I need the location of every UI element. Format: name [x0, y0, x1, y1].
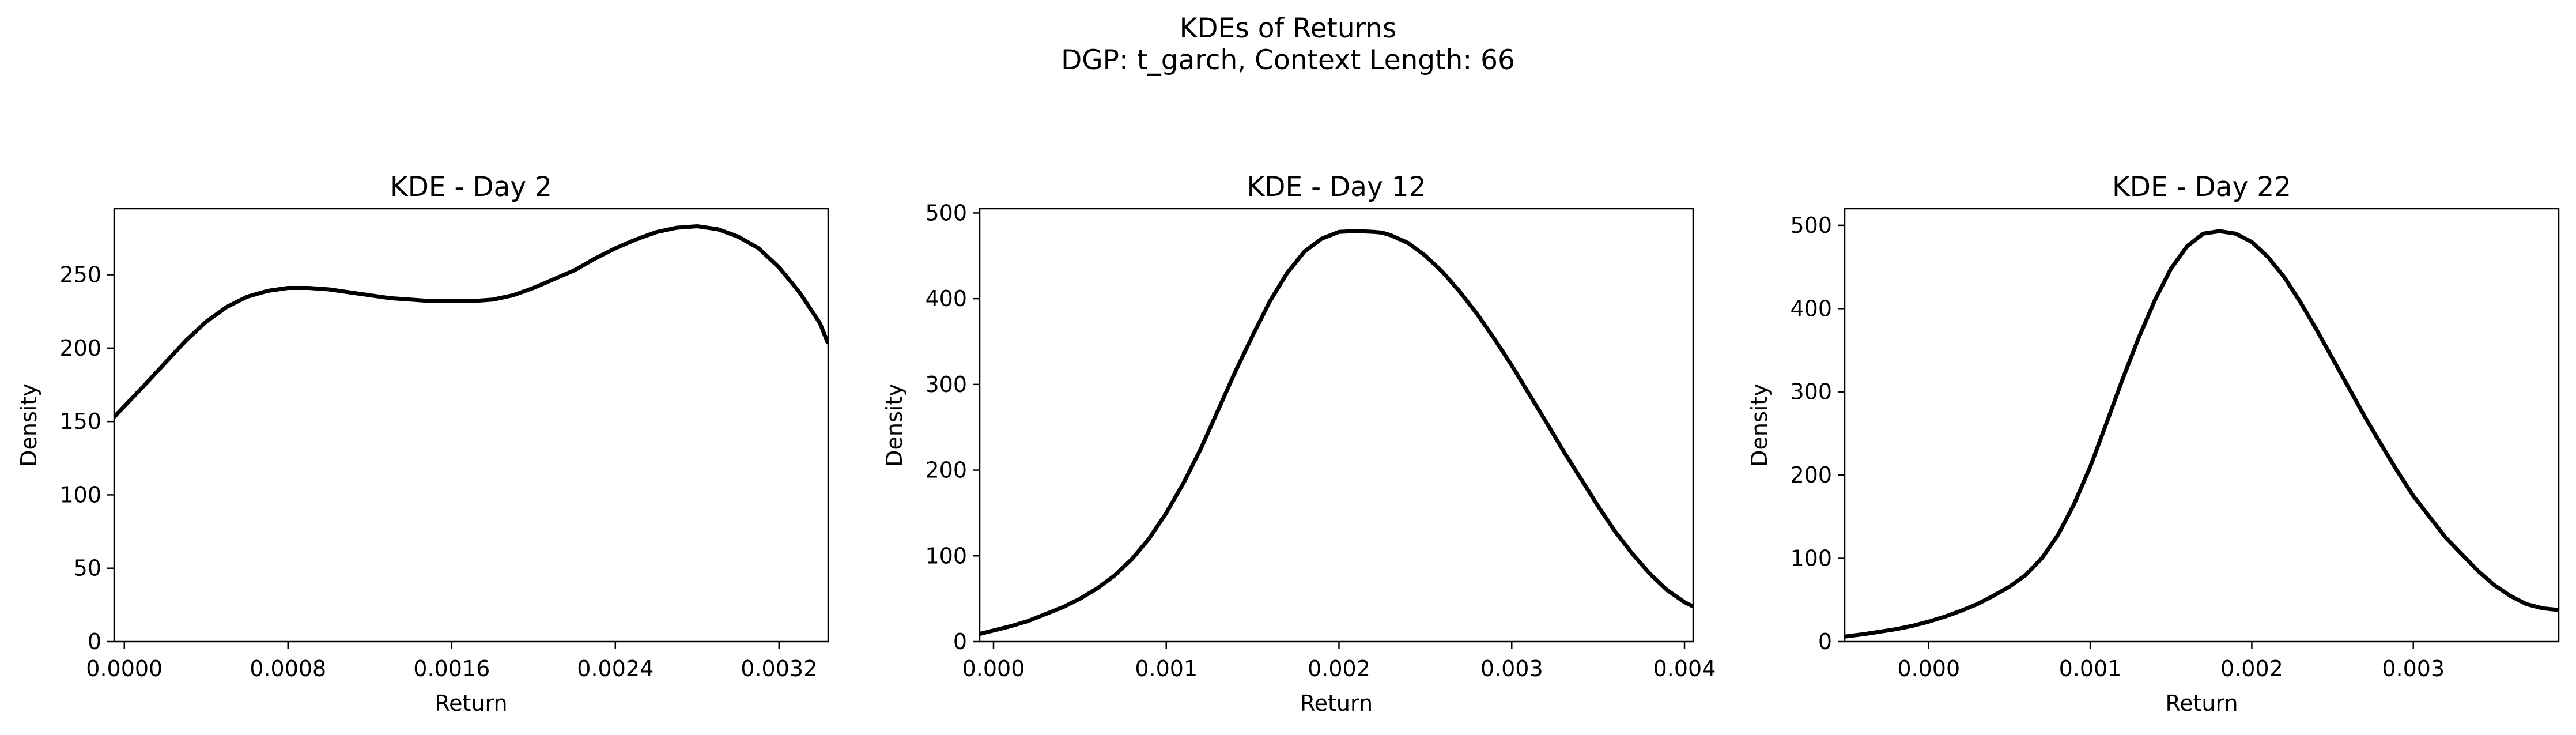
y-tick-label: 150: [59, 409, 101, 434]
kde-panel-3: 0.000 0.001 0.002 0.003 0 100 200 300 400 500 KDE …: [1747, 171, 2560, 716]
y-tick-label: 300: [1790, 379, 1832, 405]
subplot-title: KDE - Day 2: [390, 171, 552, 203]
y-tick-label: 200: [59, 336, 101, 361]
y-tick-label: 400: [1790, 296, 1832, 321]
y-tick-label: 200: [925, 458, 967, 483]
x-axis-label: Return: [1300, 691, 1373, 716]
x-tick-label: 0.001: [2059, 656, 2122, 681]
x-axis-label: Return: [2165, 691, 2238, 716]
y-axis-label: Density: [882, 383, 907, 466]
x-tick-label: 0.003: [1480, 656, 1543, 681]
x-tick-label: 0.002: [1308, 656, 1370, 681]
figure-subtitle: DGP: t_garch, Context Length: 66: [1061, 44, 1515, 76]
y-tick-label: 0: [88, 629, 101, 654]
x-tick-label: 0.0016: [413, 656, 490, 681]
y-tick-label: 100: [1790, 546, 1832, 571]
y-tick-label: 300: [925, 372, 967, 397]
x-tick-label: 0.0024: [577, 656, 654, 681]
y-axis-label: Density: [1747, 383, 1772, 466]
x-tick-label: 0.003: [2382, 656, 2445, 681]
kde-curve: [1845, 229, 2559, 639]
kde-curve: [980, 229, 1693, 636]
figure-title: KDEs of Returns: [1179, 13, 1397, 44]
y-tick-label: 200: [1790, 462, 1832, 488]
y-tick-label: 100: [925, 543, 967, 568]
subplot-title: KDE - Day 22: [2112, 171, 2291, 203]
y-tick-label: 500: [925, 200, 967, 225]
subplot-title: KDE - Day 12: [1247, 171, 1426, 203]
kde-curve: [114, 224, 828, 419]
x-tick-label: 0.000: [962, 656, 1025, 681]
x-tick-label: 0.001: [1135, 656, 1198, 681]
x-tick-label: 0.0000: [86, 656, 163, 681]
y-tick-label: 500: [1790, 213, 1832, 238]
x-tick-label: 0.002: [2220, 656, 2283, 681]
kde-panel-2: 0.000 0.001 0.002 0.003 0.004 0 100 200 300 400 50…: [882, 171, 1716, 716]
x-tick-label: 0.004: [1653, 656, 1716, 681]
x-tick-label: 0.0008: [250, 656, 326, 681]
y-tick-label: 50: [74, 556, 101, 581]
plot-frame: [1844, 208, 2560, 643]
x-tick-label: 0.0032: [741, 656, 817, 681]
x-tick-label: 0.000: [1897, 656, 1960, 681]
y-tick-label: 0: [953, 629, 967, 654]
kde-panel-1: 0.0000 0.0008 0.0016 0.0024 0.0032 0 50 100 150 2…: [16, 171, 829, 716]
y-tick-label: 250: [59, 262, 101, 288]
plot-frame: [113, 208, 829, 643]
x-axis-label: Return: [435, 691, 507, 716]
y-tick-label: 400: [925, 286, 967, 311]
y-tick-label: 100: [59, 482, 101, 507]
plot-frame: [979, 208, 1694, 643]
y-axis-label: Density: [16, 383, 41, 466]
y-tick-label: 0: [1818, 629, 1832, 654]
